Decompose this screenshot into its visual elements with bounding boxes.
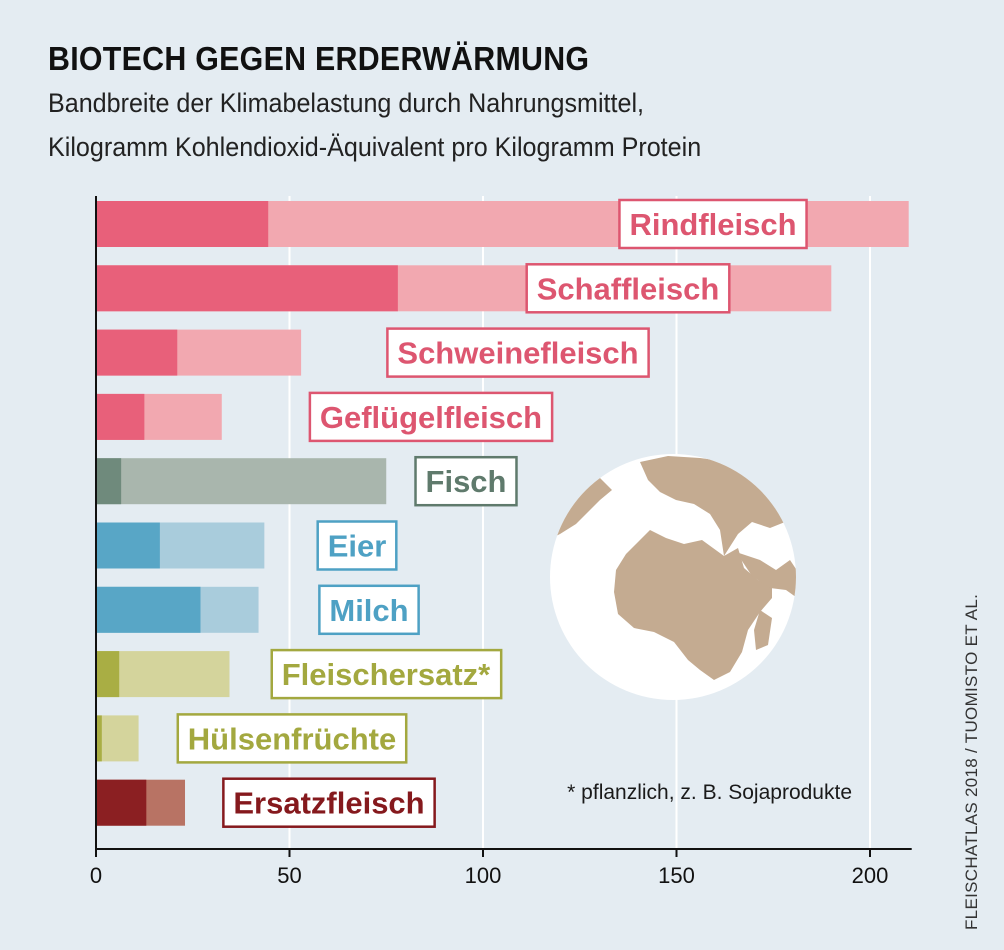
category-label-eier: Eier <box>316 520 398 571</box>
bar-min-geflügelfleisch <box>96 393 145 440</box>
chart-title: BIOTECH GEGEN ERDERWÄRMUNG <box>48 40 590 77</box>
category-label-text: Hülsenfrüchte <box>188 721 396 756</box>
footnote: * pflanzlich, z. B. Sojaprodukte <box>567 781 852 804</box>
category-label-text: Eier <box>328 529 387 564</box>
bar-min-schaffleisch <box>96 265 398 312</box>
category-label-box <box>270 648 503 700</box>
category-label-box <box>308 391 554 443</box>
category-label-text: Fleischersatz* <box>282 657 491 692</box>
category-label-text: Ersatzfleisch <box>233 786 424 821</box>
category-label-ersatzfleisch: Ersatzfleisch <box>222 777 436 828</box>
category-label-box <box>176 713 408 764</box>
category-label-box <box>525 263 731 314</box>
x-tick-label-150: 150 <box>658 863 695 888</box>
bar-min-ersatzfleisch <box>96 779 147 826</box>
category-label-text: Rindfleisch <box>629 207 796 242</box>
category-label-box <box>618 198 808 250</box>
category-label-text: Schaffleisch <box>537 271 720 306</box>
category-label-box <box>414 455 518 507</box>
category-label-text: Geflügelfleisch <box>320 400 542 435</box>
bar-min-milch <box>96 586 201 633</box>
bar-max-fisch <box>96 458 387 505</box>
category-label-milch: Milch <box>318 584 420 636</box>
bar-min-schweinefleisch <box>96 329 178 376</box>
category-label-box <box>222 777 436 828</box>
bar-min-hülsenfrüchte <box>96 715 102 762</box>
x-tick-label-50: 50 <box>277 863 301 888</box>
category-label-box <box>318 584 420 636</box>
chart-subtitle-line-2: Kilogramm Kohlendioxid-Äquivalent pro Ki… <box>48 132 702 162</box>
chart-subtitle-line-1: Bandbreite der Klimabelastung durch Nahr… <box>48 88 644 118</box>
source-note: FLEISCHATLAS 2018 / TUOMISTO ET AL. <box>962 593 981 930</box>
category-label-fleischersatz: Fleischersatz* <box>270 648 503 700</box>
category-label-rindfleisch: Rindfleisch <box>618 198 808 250</box>
category-label-box <box>386 327 650 378</box>
category-label-text: Milch <box>329 593 408 628</box>
category-label-geflügelfleisch: Geflügelfleisch <box>308 391 554 443</box>
category-label-text: Schweinefleisch <box>397 336 638 371</box>
bar-min-fleischersatz <box>96 651 120 698</box>
bar-min-fisch <box>96 458 122 505</box>
category-label-text: Fisch <box>426 464 507 499</box>
bar-min-rindfleisch <box>96 201 269 247</box>
category-label-box <box>316 520 398 571</box>
x-tick-label-200: 200 <box>852 863 889 888</box>
x-tick-label-0: 0 <box>90 863 102 888</box>
category-label-hülsenfrüchte: Hülsenfrüchte <box>176 713 408 764</box>
bar-max-hülsenfrüchte <box>96 715 139 762</box>
x-tick-label-100: 100 <box>465 863 502 888</box>
bars: Rindfleisch Schaffleisch Schweinefleisch Ge… <box>96 198 909 828</box>
category-label-schaffleisch: Schaffleisch <box>525 263 731 314</box>
globe-icon <box>550 454 796 700</box>
category-label-schweinefleisch: Schweinefleisch <box>386 327 650 378</box>
category-label-fisch: Fisch <box>414 455 518 507</box>
x-axis: 0 50 100 150 200 <box>90 196 912 888</box>
bar-min-eier <box>96 522 160 569</box>
